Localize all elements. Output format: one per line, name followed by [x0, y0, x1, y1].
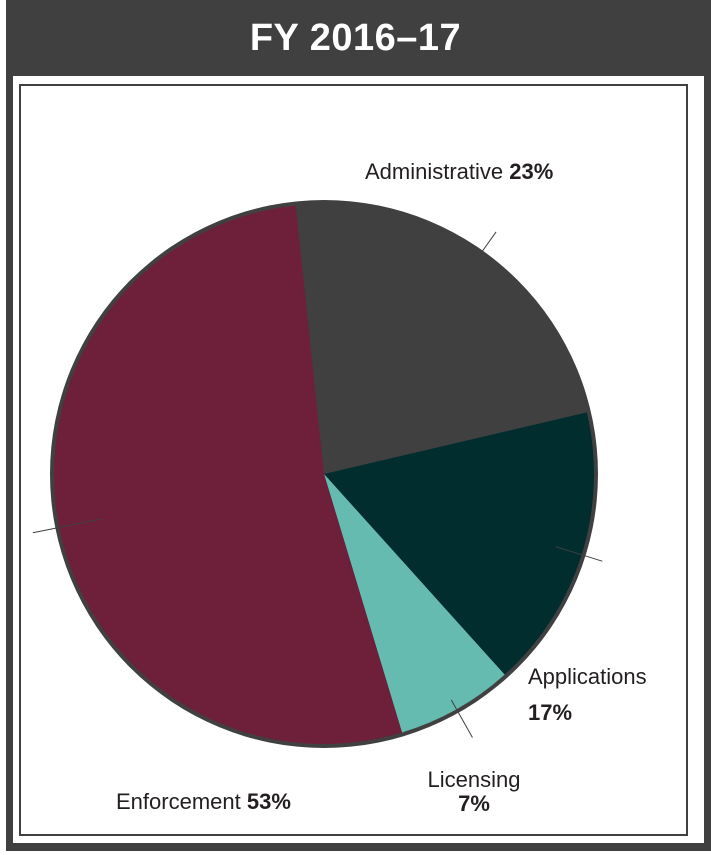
leader-line-applications	[555, 546, 603, 562]
leader-line-enforcement	[32, 518, 102, 534]
leader-line-licensing	[450, 699, 473, 738]
chart-title: FY 2016–17	[249, 16, 462, 59]
label-applications: Applications 17%	[528, 663, 647, 727]
label-enforcement: Enforcement 53%	[116, 788, 291, 816]
pie-slice-administrative	[295, 204, 587, 474]
label-licensing-name: Licensing	[427, 767, 521, 792]
label-applications-value: 17%	[528, 700, 573, 725]
label-administrative: Administrative 23%	[365, 158, 553, 186]
pie-slice-licensing	[324, 474, 505, 733]
label-enforcement-name: Enforcement	[116, 789, 241, 814]
label-applications-name: Applications	[528, 664, 647, 689]
chart-header: FY 2016–17	[6, 0, 711, 76]
label-licensing-value: 7%	[458, 791, 490, 816]
label-administrative-name: Administrative	[365, 159, 504, 184]
pie-slice-applications	[324, 412, 594, 675]
label-licensing: Licensing 7%	[422, 766, 526, 818]
label-enforcement-value: 53%	[246, 789, 291, 814]
label-administrative-value: 23%	[509, 159, 554, 184]
chart-inner-border	[19, 84, 688, 836]
pie-slice-enforcement	[53, 205, 403, 745]
leader-line-administrative	[461, 231, 497, 281]
